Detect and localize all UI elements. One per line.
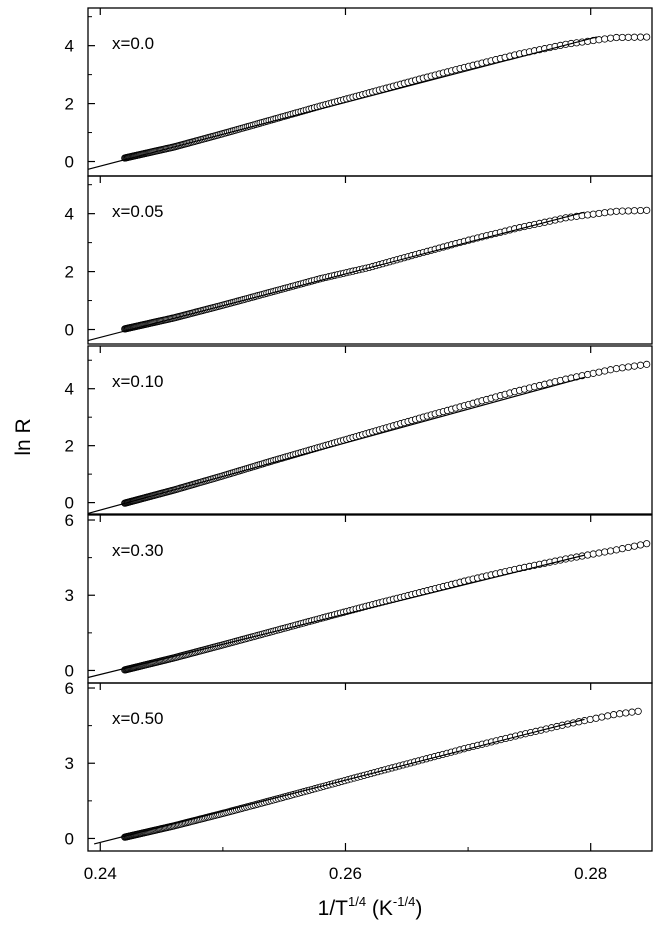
data-points [121,33,651,162]
data-point [624,543,632,552]
panel-label: x=0.10 [112,372,164,391]
panel-5: 0 3 6 x=0.50 [65,679,653,852]
panel-4: 0 3 6 x=0.30 [65,511,653,684]
fit-line [87,376,585,515]
fit-line [87,36,597,170]
y-tick-label: 2 [65,263,74,282]
panel-frame [87,682,653,852]
fit-line [93,718,585,845]
data-point [616,710,624,718]
y-tick-label: 2 [65,95,74,114]
data-point [624,207,632,215]
panel-1: 0 2 4 x=0.0 [65,7,653,177]
data-point [612,365,621,373]
panel-frame [87,175,653,345]
x-axis-title-unit-close: ) [415,897,422,920]
data-point [595,549,603,557]
data-point [624,363,632,371]
panel-frame [87,345,653,515]
data-point [601,35,609,43]
data-point [580,717,589,725]
panel-label: x=0.0 [112,34,154,53]
data-point [606,366,615,374]
data-point [643,33,651,41]
y-tick-label: 3 [65,754,74,773]
data-point [643,360,651,368]
data-point [630,542,638,550]
x-axis: 0.24 0.26 0.28 [84,8,607,883]
data-point [618,33,626,42]
data-point [606,34,615,42]
x-axis-title-base: 1/T [318,897,349,920]
y-tick-label: 4 [65,205,74,224]
y-tick-label: 6 [65,511,74,530]
x-axis-title-unit-sup: -1/4 [393,894,415,909]
y-tick-label: 4 [65,380,74,399]
fit-line [87,211,585,342]
data-point [636,361,645,369]
data-point [606,208,615,216]
panel-label: x=0.05 [112,202,164,221]
x-axis-title-unit-open: (K [366,897,393,920]
data-point [628,708,636,716]
data-point [630,362,638,370]
y-tick-label: 0 [65,661,74,680]
y-axis-title: ln R [12,418,35,455]
data-point [622,709,630,717]
data-point [601,548,609,556]
data-points [121,206,651,333]
data-point [586,715,594,724]
data-point [606,547,615,555]
panels: 0 2 4 x=0.0 0 2 4 x=0.05 0 2 4 x=0.10 0 3 6 x=0.30 0 3 6 x=… [65,7,653,852]
data-point [636,33,645,41]
data-point [589,369,597,377]
data-point [636,206,645,215]
data-point [618,545,626,553]
panel-label: x=0.30 [112,541,164,560]
y-tick-label: 4 [65,37,74,56]
data-point [636,541,645,549]
data-point [610,711,618,719]
y-tick-label: 3 [65,586,74,605]
data-point [612,207,621,215]
data-point [624,33,632,41]
panel-3: 0 2 4 x=0.10 [65,345,653,515]
data-point [592,714,600,722]
data-point [618,207,626,215]
data-point [601,367,609,375]
data-point [612,546,621,554]
data-point [595,368,603,376]
data-point [618,364,626,372]
x-tick-label: 0.24 [84,864,117,883]
y-tick-label: 0 [65,321,74,340]
data-point [630,207,638,215]
data-point [601,209,609,217]
panel-2: 0 2 4 x=0.05 [65,175,653,345]
x-tick-label: 0.26 [329,864,362,883]
data-points [121,540,651,674]
data-point [643,206,651,214]
data-points [121,707,642,841]
data-point [630,33,638,41]
data-point [634,707,642,715]
x-axis-title: 1/T1/4 (K-1/4) [318,894,423,920]
fit-line [87,554,585,679]
y-tick-label: 6 [65,679,74,698]
y-tick-label: 0 [65,494,74,513]
data-point [643,540,651,548]
data-point [612,33,621,42]
data-point [604,712,612,720]
x-axis-title-sup: 1/4 [348,894,366,909]
data-point [598,713,606,721]
y-tick-label: 0 [65,829,74,848]
data-points [121,360,651,507]
y-tick-label: 0 [65,153,74,172]
y-tick-label: 2 [65,437,74,456]
x-tick-label: 0.28 [574,864,607,883]
panel-label: x=0.50 [112,709,164,728]
